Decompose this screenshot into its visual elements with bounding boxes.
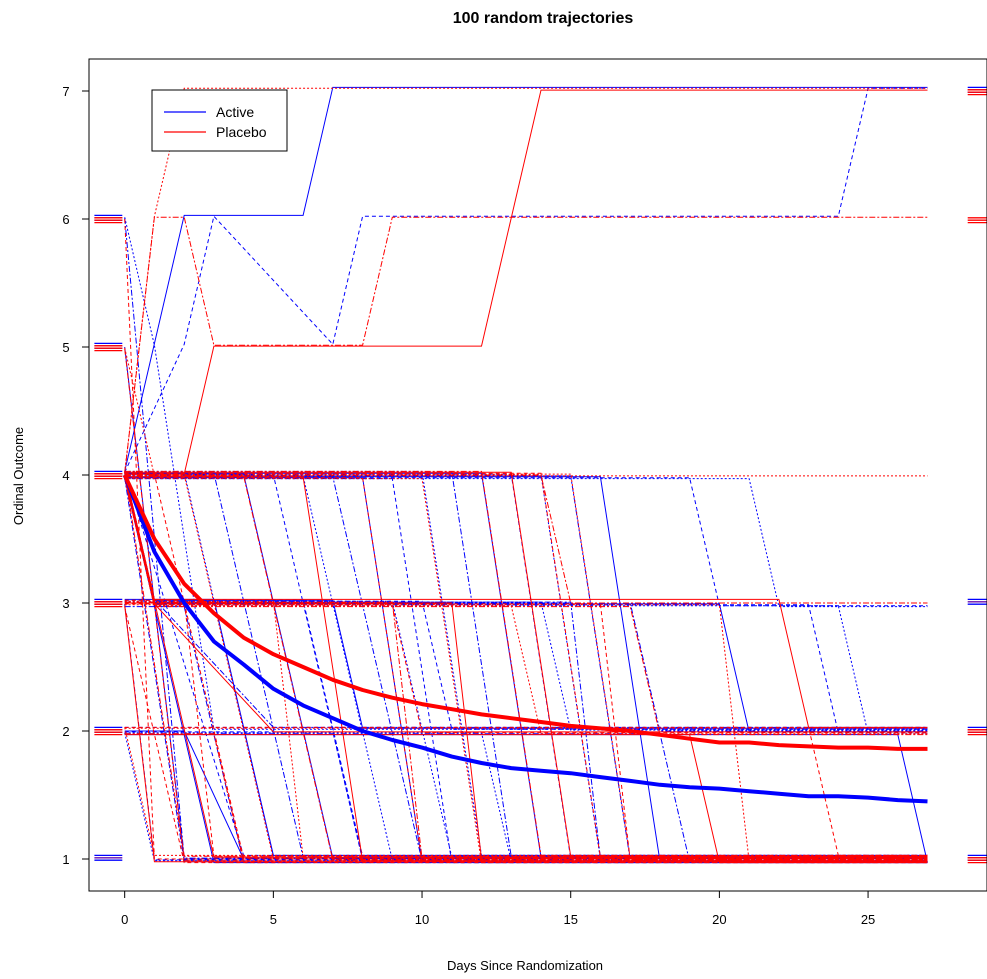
trajectory-line: [124, 603, 928, 861]
trajectory-line: [124, 470, 928, 856]
legend: Active Placebo: [151, 89, 288, 152]
trajectory-line: [124, 475, 928, 861]
trajectory-line: [124, 471, 928, 728]
trajectory-line: [124, 734, 928, 864]
trajectory-line: [124, 86, 928, 472]
mean-line-placebo: [122, 474, 928, 751]
y-axis-label: Ordinal Outcome: [11, 427, 26, 525]
trajectory-line: [124, 600, 928, 858]
y-tick-label: 4: [62, 468, 69, 483]
trajectory-line: [124, 471, 928, 857]
y-tick-label: 6: [62, 212, 69, 227]
rug-marks: [94, 86, 987, 864]
trajectory-line: [124, 472, 928, 858]
trajectory-line: [124, 731, 928, 861]
trajectory-line: [124, 478, 928, 864]
trajectory-line: [124, 601, 928, 859]
trajectory-line: [124, 477, 928, 735]
legend-box: [151, 89, 288, 152]
x-tick-label: 20: [712, 912, 726, 927]
y-tick-label: 5: [62, 340, 69, 355]
x-tick-label: 0: [121, 912, 128, 927]
trajectory-lines: [124, 86, 928, 864]
y-tick-label: 2: [62, 724, 69, 739]
trajectory-line: [124, 89, 928, 475]
y-tick-label: 1: [62, 852, 69, 867]
trajectory-line: [124, 726, 928, 856]
trajectory-line: [124, 476, 928, 862]
x-axis-label: Days Since Randomization: [447, 958, 603, 973]
trajectory-line: [124, 216, 928, 474]
trajectory-line: [124, 475, 928, 861]
x-tick-label: 15: [563, 912, 577, 927]
mean-curves: [122, 474, 928, 804]
x-tick-label: 10: [415, 912, 429, 927]
trajectory-line: [124, 604, 928, 862]
x-axis: 0 5 10 15 20 25: [121, 890, 875, 927]
trajectory-line: [124, 473, 928, 731]
trajectory-line: [124, 471, 928, 857]
legend-label-placebo: Placebo: [216, 124, 267, 140]
trajectory-line: [124, 478, 928, 608]
mean-line-active: [122, 474, 928, 804]
trajectory-line: [124, 473, 928, 859]
trajectory-line: [124, 474, 928, 604]
legend-label-active: Active: [216, 104, 254, 120]
y-tick-label: 3: [62, 596, 69, 611]
trajectory-line: [124, 478, 928, 736]
trajectory-line: [124, 605, 928, 863]
x-tick-label: 25: [861, 912, 875, 927]
y-axis: 1 2 3 4 5 6 7: [62, 84, 89, 867]
trajectory-line: [124, 87, 928, 473]
trajectory-line: [124, 733, 928, 863]
x-tick-label: 5: [270, 912, 277, 927]
y-tick-label: 7: [62, 84, 69, 99]
trajectory-line: [124, 599, 928, 857]
chart-title: 100 random trajectories: [453, 10, 634, 27]
trajectory-line: [124, 474, 928, 860]
trajectory-line: [124, 602, 928, 860]
